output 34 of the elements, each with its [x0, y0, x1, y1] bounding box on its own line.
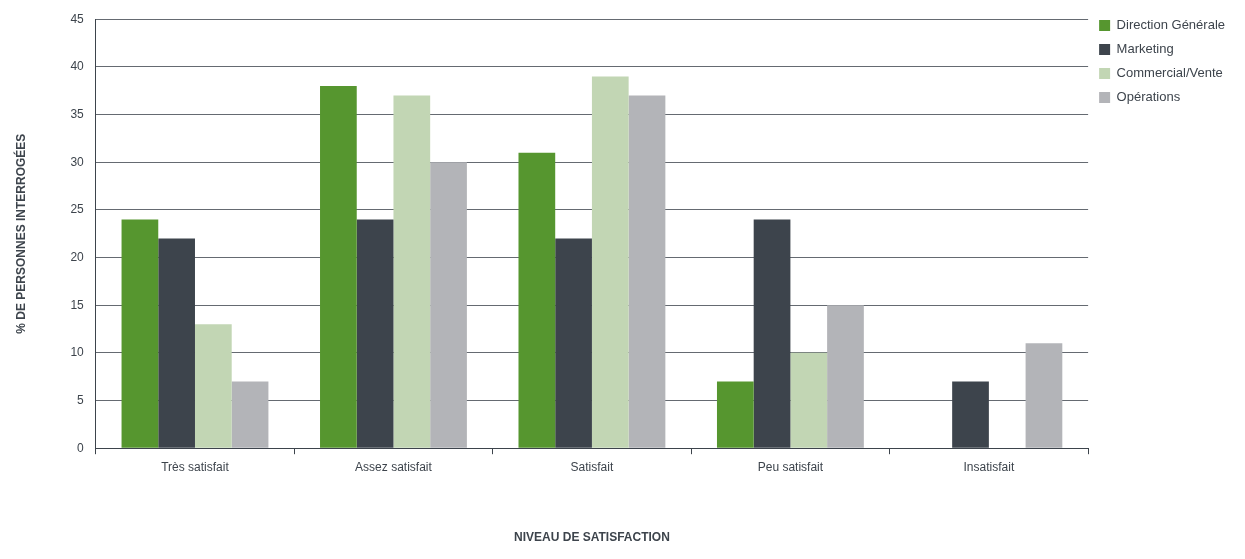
bar [1025, 343, 1063, 448]
y-tick-label: 35 [70, 106, 85, 121]
y-tick-label: 15 [70, 297, 85, 312]
bar [393, 95, 431, 448]
y-tick-label: 0 [77, 440, 85, 455]
bar [518, 152, 556, 448]
bar [430, 162, 467, 448]
legend-label: Marketing [1116, 41, 1174, 57]
bar [716, 381, 754, 448]
x-tick-label: Insatisfait [963, 459, 1015, 474]
y-tick-label: 20 [70, 249, 85, 264]
y-axis-title: % DE PERSONNES INTERROGÉES [12, 133, 28, 334]
x-axis-title: NIVEAU DE SATISFACTION [514, 530, 670, 545]
bar [591, 76, 629, 448]
y-tick-label: 40 [70, 59, 85, 74]
bar [827, 305, 864, 448]
x-tick-label: Très satisfait [161, 459, 230, 474]
x-tick-label: Peu satisfait [757, 459, 824, 474]
bar [628, 95, 666, 448]
bar [320, 85, 357, 448]
y-tick-label: 30 [70, 154, 85, 169]
y-tick-label: 10 [70, 345, 85, 360]
bar [231, 381, 269, 448]
x-tick-label: Assez satisfait [355, 459, 433, 474]
y-tick-label: 25 [70, 202, 85, 217]
bar [790, 352, 828, 448]
legend-label: Direction Générale [1116, 17, 1225, 33]
legend-label: Opérations [1116, 89, 1181, 105]
legend-label: Commercial/Vente [1116, 65, 1223, 81]
y-tick-label: 5 [77, 392, 85, 407]
bar [121, 219, 159, 448]
y-tick-label: 45 [70, 11, 85, 26]
x-tick-label: Satisfait [570, 459, 614, 474]
bar [194, 324, 232, 448]
